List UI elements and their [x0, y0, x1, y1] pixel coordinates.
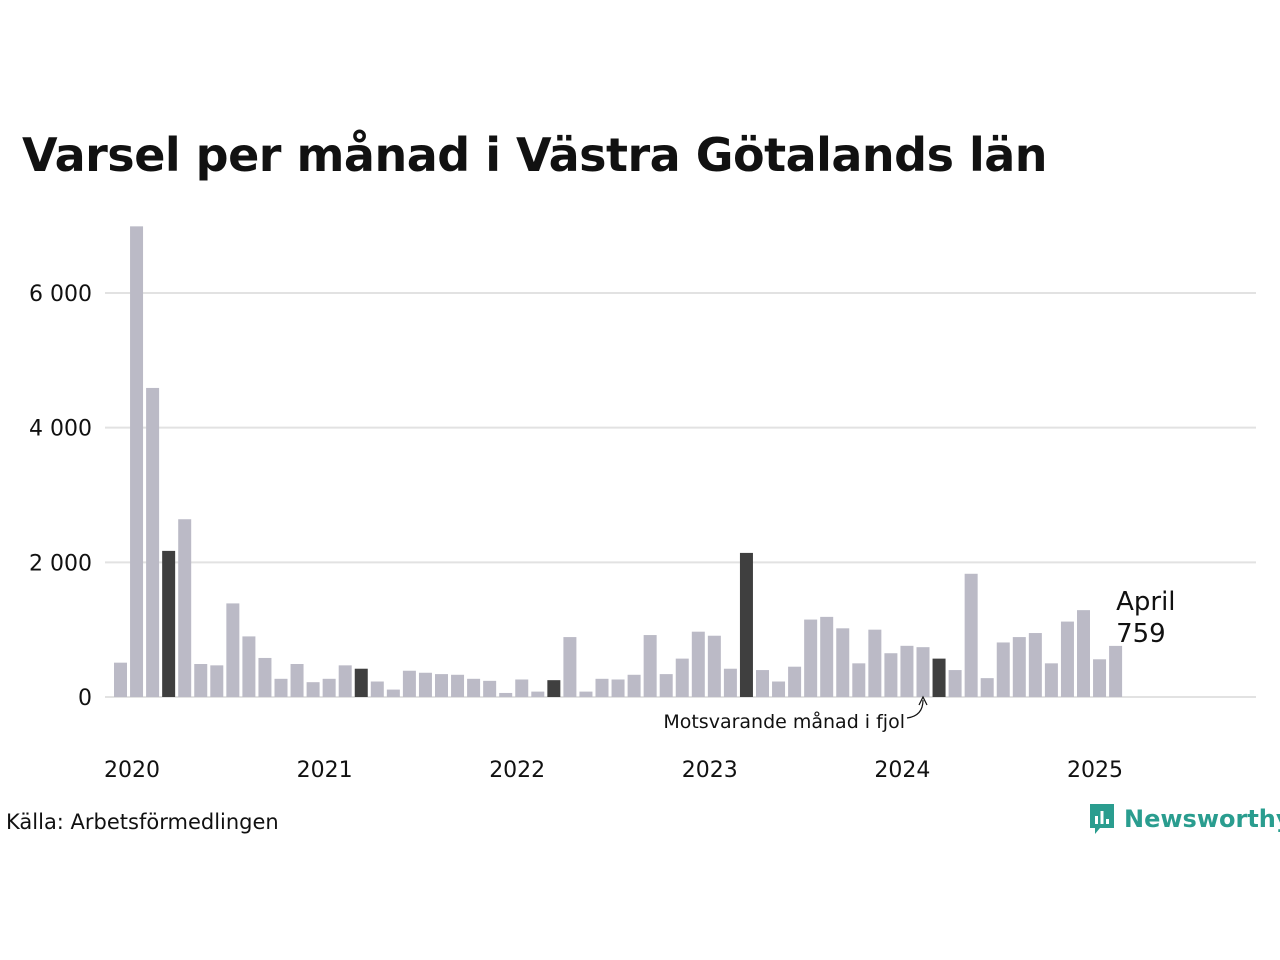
bar — [1060, 621, 1074, 697]
bar — [338, 665, 352, 697]
bar — [820, 616, 834, 697]
bar — [386, 689, 400, 697]
bar — [996, 642, 1010, 697]
bar — [1077, 610, 1090, 697]
bar — [354, 668, 368, 697]
x-tick-label: 2021 — [297, 758, 353, 783]
y-tick-label: 0 — [78, 686, 92, 711]
x-tick-label: 2023 — [682, 758, 738, 783]
bar — [932, 658, 946, 697]
x-tick-label: 2025 — [1067, 758, 1123, 783]
bar — [146, 387, 160, 697]
bar — [290, 664, 304, 697]
bar — [948, 670, 962, 697]
bar — [162, 550, 176, 697]
x-tick-label: 2022 — [489, 758, 545, 783]
x-tick-label: 2020 — [104, 758, 160, 783]
bar — [194, 664, 208, 697]
bar — [274, 678, 288, 697]
bar — [1044, 663, 1058, 697]
bar — [402, 670, 416, 697]
bar — [547, 680, 561, 697]
bar — [964, 573, 978, 697]
bar — [659, 674, 673, 697]
bar — [772, 681, 786, 697]
bar — [579, 691, 593, 697]
source-note: Källa: Arbetsförmedlingen — [6, 810, 279, 834]
bar — [739, 552, 753, 697]
bar — [418, 672, 432, 697]
bar — [515, 679, 529, 697]
bar — [178, 519, 192, 697]
bar — [1028, 633, 1042, 697]
bar — [900, 645, 914, 697]
bar — [1012, 637, 1026, 697]
bar — [756, 670, 769, 697]
bar — [836, 628, 850, 697]
bar — [788, 666, 802, 697]
bar — [499, 692, 513, 697]
bar — [483, 680, 497, 697]
bar — [1093, 659, 1107, 697]
current-month-label: April — [1116, 587, 1175, 617]
bar — [980, 678, 994, 697]
bar — [691, 631, 705, 697]
chart-title: Varsel per månad i Västra Götalands län — [22, 128, 1048, 182]
bar — [675, 658, 689, 697]
bar — [852, 663, 866, 697]
bar — [322, 678, 336, 697]
bar — [226, 603, 240, 697]
brand-name: Newsworthy — [1124, 805, 1280, 833]
bar — [1109, 645, 1123, 697]
bar — [643, 635, 657, 697]
bar — [258, 657, 272, 697]
annotation-arrowhead — [918, 695, 928, 706]
bar — [723, 668, 737, 697]
bar — [370, 681, 384, 697]
newsworthy-logo-icon — [1090, 804, 1114, 834]
y-tick-label: 6 000 — [29, 282, 92, 307]
current-value-label: 759 — [1116, 619, 1166, 649]
bar — [306, 682, 320, 697]
bar — [451, 674, 465, 697]
bar — [707, 635, 721, 697]
bar — [435, 674, 448, 697]
annotation-arrow — [906, 699, 924, 719]
bar — [595, 678, 609, 697]
bar — [130, 226, 144, 697]
y-tick-label: 2 000 — [29, 551, 92, 576]
previous-year-label: Motsvarande månad i fjol — [663, 710, 905, 733]
bar — [210, 665, 224, 697]
bar — [242, 636, 256, 697]
bar — [531, 691, 545, 697]
bar — [868, 629, 882, 697]
bar — [884, 653, 898, 697]
bar — [627, 674, 641, 697]
bar — [916, 647, 930, 697]
bar — [611, 679, 625, 697]
y-tick-label: 4 000 — [29, 417, 92, 442]
brand-logo[interactable]: Newsworthy — [1088, 802, 1280, 836]
x-tick-label: 2024 — [874, 758, 930, 783]
bar — [563, 637, 577, 697]
bar — [804, 619, 818, 697]
bar — [467, 678, 481, 697]
bar — [114, 662, 127, 697]
